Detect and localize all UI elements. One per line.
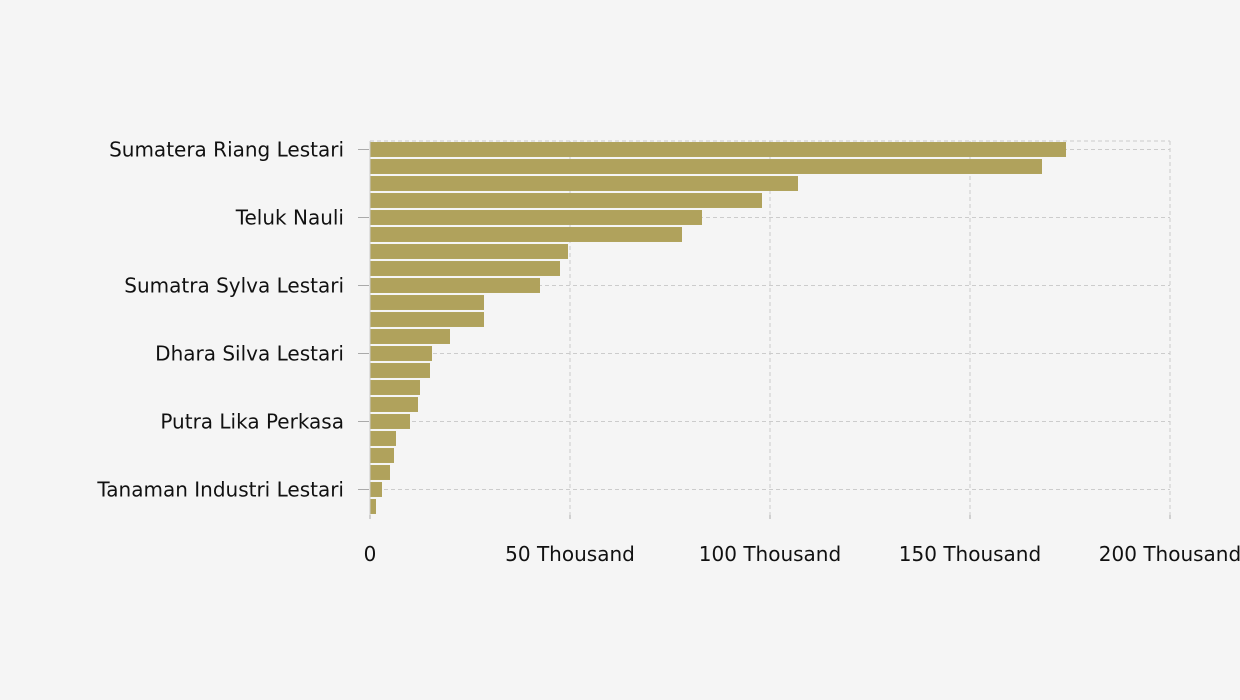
bar[interactable] bbox=[370, 380, 420, 395]
y-tick-label: Sumatera Riang Lestari bbox=[109, 138, 344, 162]
bar[interactable] bbox=[370, 482, 382, 497]
bar[interactable] bbox=[370, 193, 762, 208]
x-tick-label: 50 Thousand bbox=[505, 542, 635, 566]
x-tick-label: 200 Thousand bbox=[1099, 542, 1240, 566]
bar[interactable] bbox=[370, 329, 450, 344]
x-tick-label: 150 Thousand bbox=[899, 542, 1041, 566]
bar[interactable] bbox=[370, 312, 484, 327]
y-axis: Sumatera Riang Lestari Teluk Nauli Sumatra… bbox=[96, 138, 371, 515]
y-tick-label: Teluk Nauli bbox=[235, 206, 344, 230]
y-tick-label: Sumatra Sylva Lestari bbox=[124, 274, 344, 298]
bar[interactable] bbox=[370, 346, 432, 361]
bar[interactable] bbox=[370, 431, 396, 446]
bar[interactable] bbox=[370, 142, 1066, 157]
y-tick-label: Dhara Silva Lestari bbox=[155, 342, 344, 366]
bar[interactable] bbox=[370, 210, 702, 225]
bar[interactable] bbox=[370, 176, 798, 191]
bar[interactable] bbox=[370, 448, 394, 463]
bar[interactable] bbox=[370, 397, 418, 412]
bar[interactable] bbox=[370, 278, 540, 293]
y-tick-label: Putra Lika Perkasa bbox=[160, 410, 344, 434]
bar[interactable] bbox=[370, 227, 682, 242]
x-tick-label: 100 Thousand bbox=[699, 542, 841, 566]
bar[interactable] bbox=[370, 244, 568, 259]
bar[interactable] bbox=[370, 159, 1042, 174]
x-tick-label: 0 bbox=[364, 542, 377, 566]
bar[interactable] bbox=[370, 261, 560, 276]
bar[interactable] bbox=[370, 465, 390, 480]
bars bbox=[370, 142, 1066, 514]
bar[interactable] bbox=[370, 499, 376, 514]
bar[interactable] bbox=[370, 363, 430, 378]
x-axis: 0 50 Thousand 100 Thousand 150 Thousand 200 … bbox=[364, 515, 1240, 566]
bar[interactable] bbox=[370, 295, 484, 310]
bar[interactable] bbox=[370, 414, 410, 429]
y-tick-label: Tanaman Industri Lestari bbox=[96, 478, 344, 502]
